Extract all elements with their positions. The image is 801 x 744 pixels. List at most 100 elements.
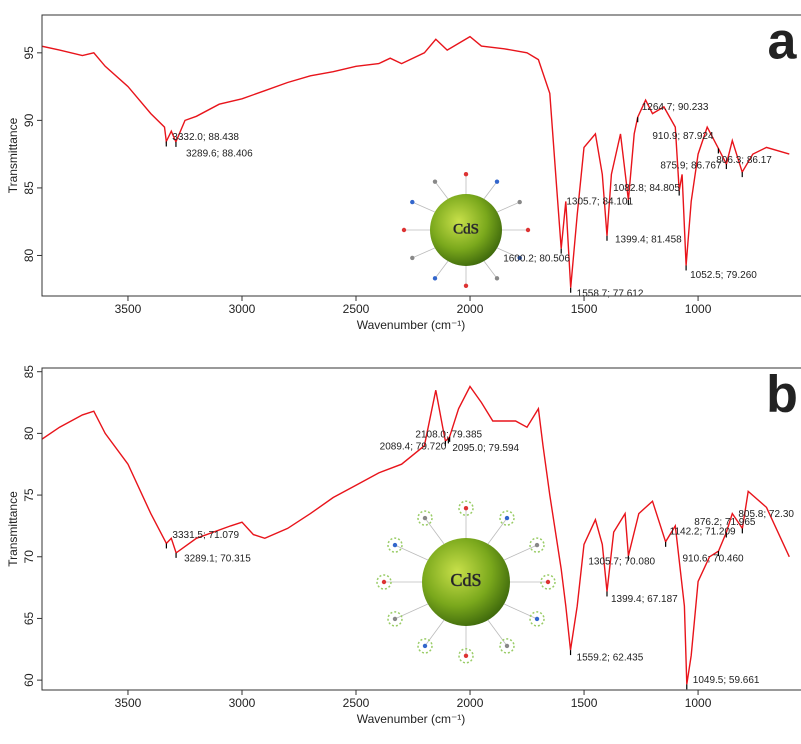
y-tick-label: 80 — [22, 248, 36, 262]
ligand — [497, 201, 520, 213]
ligand — [412, 247, 435, 259]
plot-frame — [41, 367, 801, 691]
inset: CdS — [376, 500, 556, 664]
annotation-label: 3289.1; 70.315 — [184, 554, 251, 565]
ligand — [483, 181, 498, 200]
annotation-label: 876.2; 71.965 — [694, 517, 756, 528]
ligand-atom — [410, 199, 415, 205]
ligand — [503, 603, 538, 620]
ligand-atom — [463, 283, 469, 288]
y-tick-label: 75 — [22, 488, 36, 502]
ligand — [483, 260, 498, 279]
y-tick-label: 90 — [22, 113, 36, 127]
x-tick-label: 2000 — [457, 302, 484, 316]
ligand-atom — [545, 579, 551, 585]
annotation-label: 1399.4; 81.458 — [615, 234, 682, 245]
ligand-cluster — [529, 611, 545, 627]
x-tick-label: 3500 — [115, 302, 142, 316]
y-tick-label: 65 — [22, 611, 36, 625]
x-axis-label: Wavenumber (cm⁻¹) — [357, 318, 466, 332]
annotation-label: 2095.0; 79.594 — [452, 443, 519, 454]
ligand — [394, 603, 429, 620]
ligand-atom — [432, 179, 438, 184]
annotation-label: 1049.5; 59.661 — [693, 675, 760, 686]
ligand-atom — [392, 542, 398, 548]
annotation-label: 1305.7; 70.080 — [588, 556, 655, 567]
x-tick-label: 3500 — [115, 696, 142, 710]
x-tick-label: 1500 — [571, 302, 598, 316]
ligand-atom — [381, 579, 387, 585]
ligand-atom — [517, 199, 522, 205]
annotation-label: 1558.7; 77.612 — [577, 288, 644, 299]
annotation-label: 875.9; 86.767 — [660, 161, 722, 172]
y-axis-label: Transmittance — [6, 491, 20, 567]
ligand — [394, 544, 429, 561]
ligand-atom — [504, 515, 510, 521]
ligand-atom — [525, 227, 531, 233]
ligand — [487, 619, 508, 647]
ligand — [412, 201, 435, 213]
ligand-atom — [463, 506, 469, 511]
annotation-label: 910.9; 87.924 — [652, 131, 714, 142]
inset-label: CdS — [453, 221, 479, 237]
ligand-atom — [534, 616, 540, 622]
inset: CdS — [401, 172, 531, 288]
inset-label: CdS — [450, 570, 481, 590]
spectrum-line — [42, 385, 790, 685]
ligand-atom — [422, 643, 428, 649]
panel: CdS 3331.5; 71.079 3289.1; 70.315 2108.0; 7… — [6, 365, 801, 726]
annotation-label: 2108.0; 79.385 — [415, 430, 482, 441]
annotation-label: 1264.7; 90.233 — [642, 102, 709, 113]
plot-frame — [41, 14, 801, 297]
annotation-label: 1559.2; 62.435 — [577, 653, 644, 664]
ligand-atom — [517, 255, 522, 261]
annotation-label: 805.8; 72.30 — [738, 509, 794, 520]
ligand-atom — [494, 276, 500, 281]
ligand-atom — [422, 515, 428, 521]
y-tick-label: 70 — [22, 550, 36, 564]
x-tick-label: 3000 — [229, 696, 256, 710]
x-tick-label: 1000 — [685, 696, 712, 710]
x-tick-label: 3000 — [229, 302, 256, 316]
ligand-cluster — [499, 510, 515, 526]
ligand-atom — [432, 276, 438, 281]
ligand-cluster — [540, 574, 556, 590]
ligand-cluster — [458, 648, 474, 664]
y-tick-label: 85 — [22, 365, 36, 379]
ligand-cluster — [376, 574, 392, 590]
ligand — [434, 260, 449, 279]
x-tick-label: 1500 — [571, 696, 598, 710]
ligand — [503, 544, 538, 561]
ligand-atom — [504, 643, 510, 649]
annotation-label: 1305.7; 84.101 — [566, 197, 633, 208]
ligand-atom — [392, 616, 398, 622]
ligand — [424, 517, 445, 545]
ligand-atom — [534, 542, 540, 548]
annotation-label: 3331.5; 71.079 — [172, 530, 239, 541]
ligand-atom — [410, 255, 415, 261]
ligand-cluster — [417, 638, 433, 654]
spectrum-line — [42, 35, 790, 288]
ligand — [424, 619, 445, 647]
nanoparticle — [422, 538, 510, 626]
ligand — [497, 247, 520, 259]
annotation-label: 806.3; 86.17 — [716, 155, 772, 166]
y-tick-label: 80 — [22, 426, 36, 440]
annotation-label: 1052.5; 79.260 — [690, 270, 757, 281]
panel: CdS 3332.0; 88.438 3289.6; 88.406 1600.2; 8… — [6, 13, 801, 332]
annotation-label: 910.6; 70.460 — [682, 554, 744, 565]
x-tick-label: 2000 — [457, 696, 484, 710]
ligand-cluster — [499, 638, 515, 654]
annotation-label: 1082.8; 84.805 — [613, 183, 680, 194]
y-tick-label: 60 — [22, 673, 36, 687]
ligand-cluster — [387, 611, 403, 627]
y-axis-label: Transmittance — [6, 117, 20, 193]
ligand-atom — [401, 227, 407, 233]
annotation-label: 2089.4; 79.720 — [380, 441, 447, 452]
ligand-cluster — [529, 537, 545, 553]
ligand-atom — [463, 653, 469, 658]
x-tick-label: 1000 — [685, 302, 712, 316]
y-tick-label: 95 — [22, 46, 36, 60]
nanoparticle — [430, 194, 502, 266]
